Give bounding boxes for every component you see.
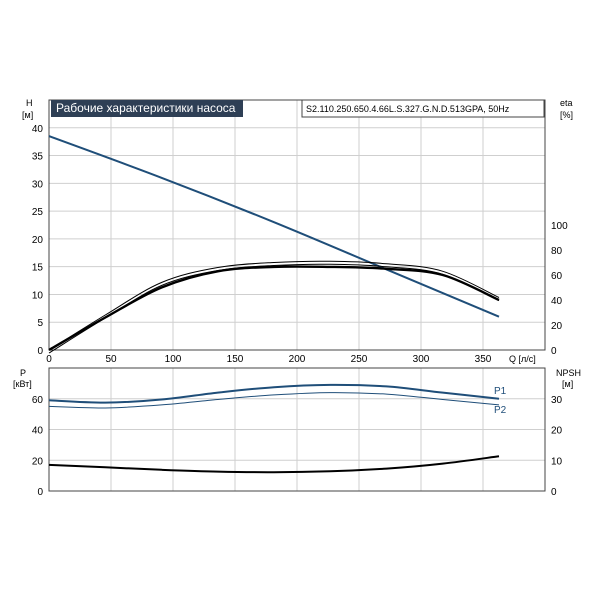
head-axis-title: H <box>26 98 33 108</box>
head-tick-label: 25 <box>32 207 44 218</box>
x-tick-label: 50 <box>105 354 117 365</box>
p1-curve <box>48 383 500 404</box>
curves <box>48 135 500 474</box>
head-tick-label: 0 <box>37 346 43 357</box>
head-tick-label: 30 <box>32 179 44 190</box>
eta-tick-label: 0 <box>551 346 557 357</box>
head-tick-label: 15 <box>32 263 44 274</box>
power-tick-label: 0 <box>37 487 43 498</box>
p2-series-label: P2 <box>494 405 507 416</box>
power-tick-label: 60 <box>32 395 44 406</box>
flow-axis-title: Q [л/с] <box>509 354 536 364</box>
eta-tick-label: 40 <box>551 296 563 307</box>
head-tick-label: 10 <box>32 290 44 301</box>
power-axis-title: P <box>20 368 26 378</box>
model-designation: S2.110.250.650.4.66L.S.327.G.N.D.513GPA,… <box>306 104 510 114</box>
model-box <box>301 99 545 118</box>
upper-plot-frame <box>48 99 546 351</box>
npsh-tick-label: 10 <box>551 456 563 467</box>
series-labels: P1 P2 <box>494 386 507 416</box>
x-tick-label: 300 <box>413 354 430 365</box>
x-tick-label: 100 <box>165 354 182 365</box>
eta2-curve <box>48 265 500 352</box>
eta-tick-label: 80 <box>551 246 563 257</box>
upper-grid <box>49 100 546 350</box>
head-tick-label: 40 <box>32 124 44 135</box>
head-tick-label: 5 <box>37 318 43 329</box>
npsh-tick-label: 0 <box>551 487 557 498</box>
eta-tick-label: 60 <box>551 271 563 282</box>
power-axis-unit: [кВт] <box>13 379 32 389</box>
npsh-axis-unit: [м] <box>562 379 573 389</box>
lower-plot-frame <box>48 367 546 492</box>
p2-curve <box>48 392 500 409</box>
eta1-curve <box>48 260 500 351</box>
x-tick-label: 350 <box>475 354 492 365</box>
npsh-axis-title: NPSH <box>556 368 581 378</box>
npsh-tick-label: 20 <box>551 426 563 437</box>
head-tick-label: 35 <box>32 152 44 163</box>
title-background <box>51 100 243 117</box>
p1-series-label: P1 <box>494 386 507 397</box>
x-tick-label: 250 <box>351 354 368 365</box>
power-tick-label: 40 <box>32 426 44 437</box>
x-tick-label: 200 <box>289 354 306 365</box>
power-tick-label: 20 <box>32 456 44 467</box>
eta-axis-title: eta <box>560 98 573 108</box>
chart-title: Рабочие характеристики насоса <box>56 101 236 115</box>
eta-tick-label: 100 <box>551 221 568 232</box>
eta-axis-unit: [%] <box>560 110 573 120</box>
head-curve <box>48 135 500 318</box>
npsh-tick-label: 30 <box>551 395 563 406</box>
eta-tick-label: 20 <box>551 321 563 332</box>
tick-labels: 0 50 100 150 200 250 300 3500510152025303540020… <box>32 124 568 498</box>
npsh-curve <box>48 455 500 474</box>
head-axis-unit: [м] <box>22 110 33 120</box>
x-tick-label: 150 <box>227 354 244 365</box>
head-tick-label: 20 <box>32 235 44 246</box>
x-tick-label: 0 <box>46 354 52 365</box>
